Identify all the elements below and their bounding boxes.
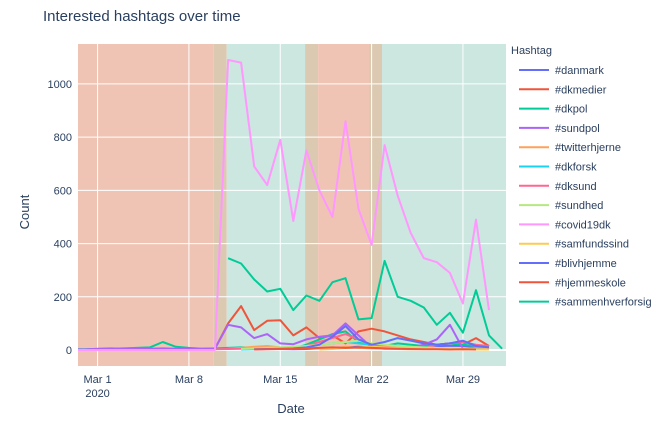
series-line-sundhed bbox=[241, 339, 477, 350]
x-tick-sublabel: 2020 bbox=[85, 388, 109, 400]
x-axis-label: Date bbox=[277, 401, 304, 416]
legend-item-twitterhjerne[interactable]: #twitterhjerne bbox=[519, 142, 621, 154]
y-tick-label: 0 bbox=[66, 345, 72, 357]
y-tick-label: 600 bbox=[54, 185, 72, 197]
series-line-covid19dk bbox=[78, 59, 490, 351]
legend-label: #dkpol bbox=[555, 104, 587, 116]
legend-label: #samfundssind bbox=[555, 239, 629, 251]
legend-item-dksund[interactable]: #dksund bbox=[519, 181, 597, 193]
series-line-hjemmeskole bbox=[254, 346, 477, 351]
legend-label: #hjemmeskole bbox=[555, 277, 626, 289]
y-axis-label: Count bbox=[17, 194, 32, 229]
legend-item-covid19dk[interactable]: #covid19dk bbox=[519, 219, 611, 231]
legend-item-samfundssind[interactable]: #samfundssind bbox=[519, 239, 629, 251]
legend-label: #blivhjemme bbox=[555, 258, 617, 270]
legend-item-sundhed[interactable]: #sundhed bbox=[519, 200, 603, 212]
legend[interactable]: Hashtag #danmark#dkmedier#dkpol#sundpol#… bbox=[511, 45, 652, 309]
legend-items[interactable]: #danmark #dkmedier #dkpol #sundpol #twitterh… bbox=[519, 65, 652, 309]
legend-label: #dkforsk bbox=[555, 162, 597, 174]
legend-label: #dkmedier bbox=[555, 84, 607, 96]
legend-label: #sundpol bbox=[555, 123, 600, 135]
legend-title: Hashtag bbox=[511, 45, 552, 57]
background-band-2 bbox=[226, 44, 306, 366]
chart-title: Interested hashtags over time bbox=[43, 8, 241, 25]
background-band-0 bbox=[78, 44, 214, 366]
x-tick-label: Mar 22 bbox=[354, 374, 388, 386]
x-tick-label: Mar 15 bbox=[263, 374, 297, 386]
legend-label: #twitterhjerne bbox=[555, 142, 621, 154]
y-tick-label: 200 bbox=[54, 292, 72, 304]
legend-label: #sundhed bbox=[555, 200, 603, 212]
legend-label: #danmark bbox=[555, 65, 604, 77]
y-axis-ticks: 0 200 400 600 800 1000 bbox=[48, 79, 72, 357]
background-band-6 bbox=[382, 44, 506, 366]
legend-label: #sammenhverforsig bbox=[555, 297, 652, 309]
y-tick-label: 400 bbox=[54, 239, 72, 251]
legend-label: #covid19dk bbox=[555, 219, 611, 231]
legend-item-sammenhverforsig[interactable]: #sammenhverforsig bbox=[519, 297, 652, 309]
legend-item-danmark[interactable]: #danmark bbox=[519, 65, 604, 77]
x-tick-label: Mar 1 bbox=[84, 374, 112, 386]
legend-label: #dksund bbox=[555, 181, 597, 193]
legend-item-blivhjemme[interactable]: #blivhjemme bbox=[519, 258, 617, 270]
background-band-3 bbox=[305, 44, 319, 366]
y-tick-label: 800 bbox=[54, 132, 72, 144]
series-line-sundpol bbox=[78, 322, 490, 351]
legend-item-dkpol[interactable]: #dkpol bbox=[519, 104, 587, 116]
legend-item-dkmedier[interactable]: #dkmedier bbox=[519, 84, 607, 96]
y-tick-label: 1000 bbox=[48, 79, 72, 91]
legend-item-sundpol[interactable]: #sundpol bbox=[519, 123, 600, 135]
series-lines bbox=[78, 59, 503, 351]
legend-item-dkforsk[interactable]: #dkforsk bbox=[519, 162, 597, 174]
legend-item-hjemmeskole[interactable]: #hjemmeskole bbox=[519, 277, 626, 289]
x-axis-ticks: Mar 1 2020 Mar 8 Mar 15 Mar 22 Mar 29 bbox=[84, 374, 481, 400]
x-tick-label: Mar 8 bbox=[175, 374, 203, 386]
series-line-sammenhverforsig bbox=[227, 257, 503, 350]
x-tick-label: Mar 29 bbox=[446, 374, 480, 386]
background-bands bbox=[78, 44, 506, 366]
